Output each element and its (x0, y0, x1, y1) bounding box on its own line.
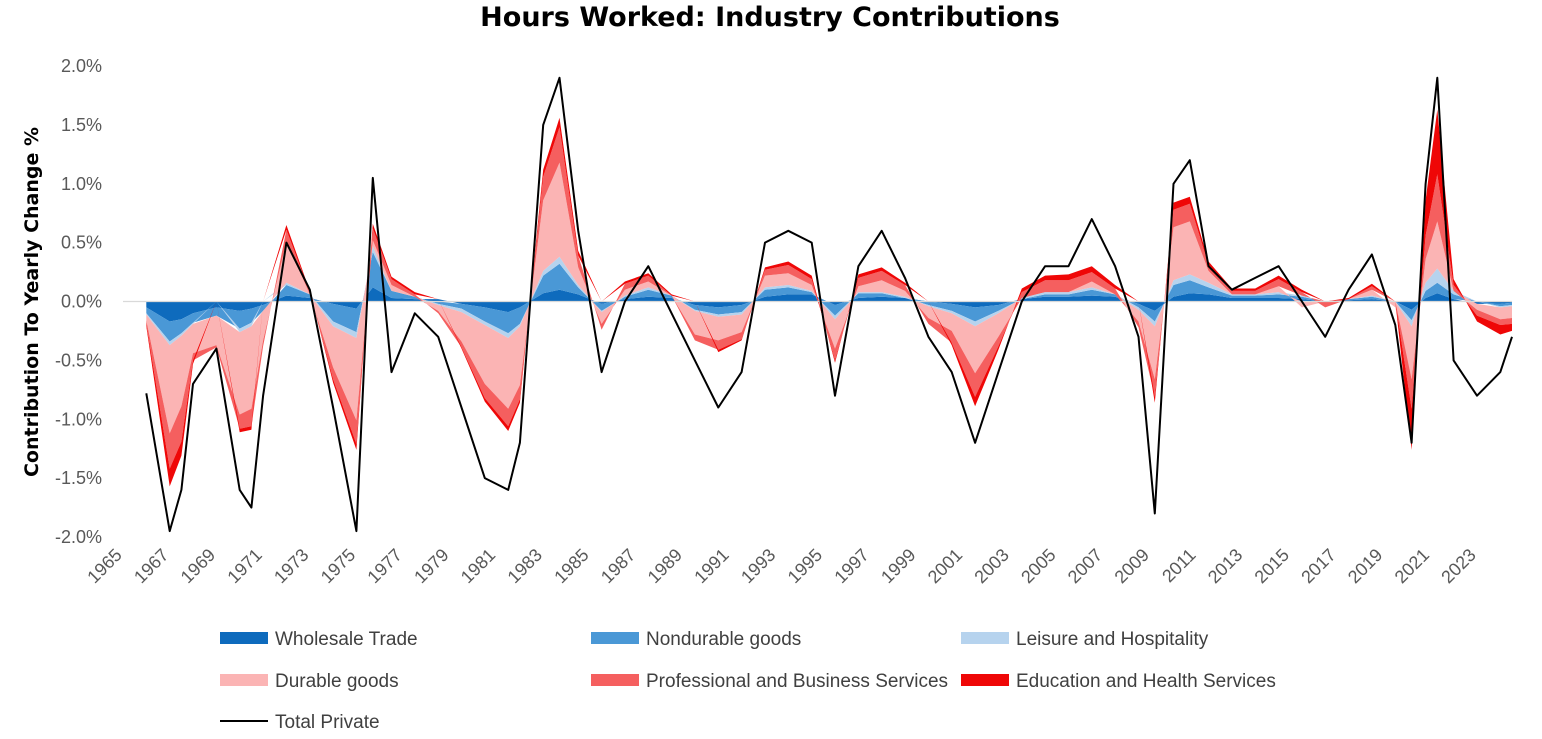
x-tick-label: 2001 (924, 545, 966, 587)
legend-label: Total Private (275, 712, 380, 733)
legend-item-leisure-and-hospitality: Leisure and Hospitality (961, 629, 1209, 650)
y-tick-label: 0.0% (61, 292, 102, 312)
y-tick-label: -2.0% (55, 527, 102, 547)
y-axis-ticks: 2.0% 1.5% 1.0% 0.5% 0.0% -0.5% -1.0% -1.5% -2.0% (55, 56, 102, 547)
x-tick-label: 1981 (457, 545, 499, 587)
x-tick-label: 1999 (877, 545, 919, 587)
legend-item-nondurable-goods: Nondurable goods (591, 629, 801, 650)
legend-label: Durable goods (275, 671, 399, 692)
x-tick-label: 2019 (1344, 545, 1386, 587)
x-tick-label: 2011 (1158, 545, 1200, 587)
x-tick-label: 2007 (1064, 545, 1106, 587)
x-tick-label: 2013 (1204, 545, 1246, 587)
x-tick-label: 1975 (317, 545, 359, 587)
x-tick-label: 1987 (597, 545, 639, 587)
x-tick-label: 1991 (690, 545, 732, 587)
y-tick-label: -1.5% (55, 468, 102, 488)
y-tick-label: 2.0% (61, 56, 102, 76)
x-tick-label: 1983 (504, 545, 546, 587)
x-tick-label: 1967 (130, 545, 172, 587)
x-tick-label: 1979 (410, 545, 452, 587)
y-tick-label: 1.5% (61, 115, 102, 135)
line-total-private (145, 76, 1513, 533)
legend-swatch (591, 632, 639, 644)
y-tick-label: 0.5% (61, 233, 102, 253)
stacked-areas (146, 109, 1512, 487)
x-tick-label: 1971 (223, 545, 265, 587)
x-tick-label: 1969 (177, 545, 219, 587)
x-tick-label: 1995 (784, 545, 826, 587)
legend-item-professional-and-business-services: Professional and Business Services (591, 671, 948, 692)
legend-label: Education and Health Services (1016, 671, 1276, 692)
x-tick-label: 1985 (550, 545, 592, 587)
x-tick-label: 1965 (83, 545, 125, 587)
chart-legend: Wholesale Trade Nondurable goods Leisure a… (220, 629, 1276, 733)
y-tick-label: -1.0% (55, 409, 102, 429)
legend-item-education-and-health-services: Education and Health Services (961, 671, 1276, 692)
legend-item-wholesale-trade: Wholesale Trade (220, 629, 418, 650)
legend-label: Wholesale Trade (275, 629, 418, 650)
x-tick-label: 1973 (270, 545, 312, 587)
x-tick-label: 1993 (737, 545, 779, 587)
legend-swatch (961, 632, 1009, 644)
area-durable-goods (146, 162, 1512, 434)
y-tick-label: -0.5% (55, 350, 102, 370)
area-nondurable-goods (146, 252, 1512, 342)
legend-item-total-private: Total Private (220, 712, 380, 733)
legend-label: Nondurable goods (646, 629, 801, 650)
legend-swatch (591, 674, 639, 686)
x-tick-label: 2021 (1391, 545, 1433, 587)
x-tick-label: 2017 (1297, 545, 1339, 587)
x-tick-label: 1977 (364, 545, 406, 587)
legend-swatch (220, 674, 268, 686)
legend-swatch (220, 632, 268, 644)
y-tick-label: 1.0% (61, 174, 102, 194)
legend-swatch (961, 674, 1009, 686)
x-tick-label: 2023 (1437, 545, 1479, 587)
x-tick-label: 1989 (644, 545, 686, 587)
legend-label: Professional and Business Services (646, 671, 948, 692)
y-axis-label: Contribution To Yearly Change % (21, 127, 43, 477)
legend-label: Leisure and Hospitality (1016, 629, 1209, 650)
x-axis-ticks: 1965 1967 1969 1971 1973 1975 1977 1979 1981 1983… (83, 545, 1479, 587)
legend-item-durable-goods: Durable goods (220, 671, 399, 692)
x-tick-label: 2005 (1017, 545, 1059, 587)
x-tick-label: 2009 (1111, 545, 1153, 587)
chart-title: Hours Worked: Industry Contributions (480, 2, 1060, 33)
x-tick-label: 1997 (830, 545, 872, 587)
x-tick-label: 2003 (970, 545, 1012, 587)
x-tick-label: 2015 (1251, 545, 1293, 587)
total-line-layer (145, 76, 1513, 533)
